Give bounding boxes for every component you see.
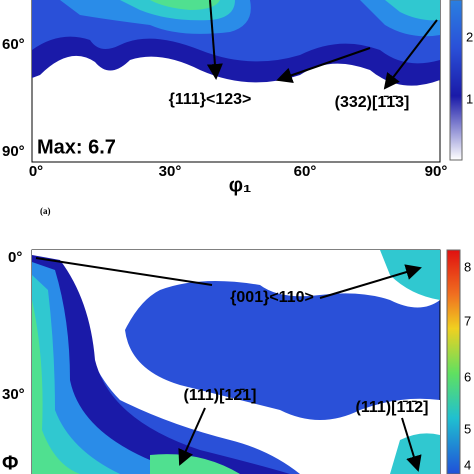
- y-tick-label: 90°: [2, 143, 25, 160]
- y-tick-label: 0°: [8, 249, 22, 266]
- arrow: [383, 19, 438, 90]
- arrow: [206, 0, 223, 80]
- caption: (a): [40, 206, 51, 216]
- colorbar-label: 5: [464, 421, 471, 436]
- contour: [150, 0, 220, 10]
- contour: [32, 255, 290, 474]
- x-tick-label: 90°: [425, 163, 448, 180]
- x-tick-label: 60°: [294, 163, 317, 180]
- colorbar-label: 7: [464, 313, 471, 328]
- arrow: [35, 257, 213, 286]
- annotation: (111)[1̄1̄2]: [356, 399, 429, 416]
- y-axis-label: Φ: [2, 452, 18, 474]
- panel-a: 60° 90° Max: 6.7 0° 30° 60° 90° φ₁ {111}…: [2, 0, 473, 216]
- contour: [32, 262, 180, 474]
- x-tick-label: 0°: [29, 163, 43, 180]
- colorbar-label: 1: [466, 91, 473, 106]
- x-axis-label: φ₁: [229, 174, 252, 196]
- colorbar-label: 6: [464, 369, 471, 384]
- annotation: {111}<123>: [169, 91, 252, 108]
- colorbar-label: 2: [466, 29, 473, 44]
- contour: [32, 275, 120, 474]
- y-tick-label: 60°: [2, 36, 25, 53]
- contour: [380, 250, 440, 474]
- arrow: [178, 407, 206, 466]
- annotation: {001}<110>: [230, 289, 314, 306]
- colorbar-label: 8: [464, 259, 471, 274]
- annotation: (111)[12̄1]: [184, 387, 257, 404]
- panel-b: 0° 30° Φ {001}<110> (111)[12̄1] (111)[1̄…: [2, 249, 471, 474]
- arrow: [401, 417, 422, 472]
- contour: [32, 250, 440, 474]
- x-tick-label: 30°: [159, 163, 182, 180]
- colorbar-label: 4: [464, 457, 471, 472]
- max-label: Max: 6.7: [37, 136, 116, 158]
- contour: [32, 300, 240, 474]
- colorbar: [446, 249, 461, 474]
- arrow: [319, 264, 422, 299]
- y-tick-label: 30°: [2, 386, 25, 403]
- colorbar: [449, 0, 463, 161]
- annotation: (332)[1̄1̄3]: [335, 94, 410, 111]
- arrow: [276, 47, 371, 83]
